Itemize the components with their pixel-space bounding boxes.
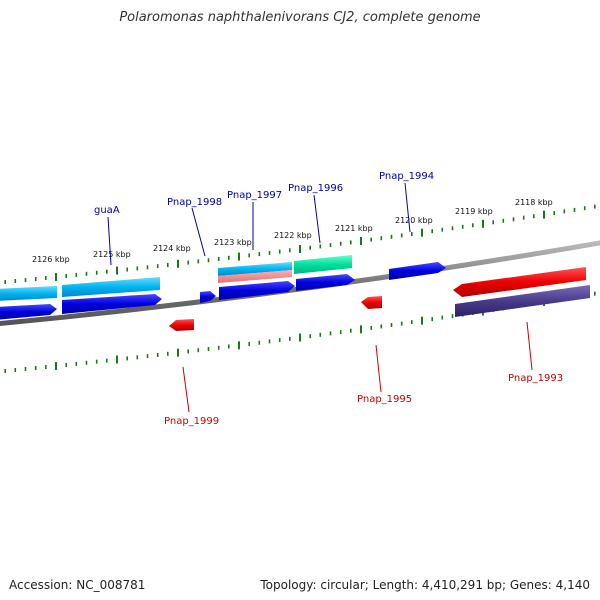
gene-label-pnap-1997[interactable]: Pnap_1997	[227, 190, 282, 201]
gene-feature-cyan-2[interactable]	[62, 277, 160, 297]
gene-feature-pink[interactable]	[218, 270, 292, 283]
feature-track-reverse	[169, 267, 590, 331]
scale-label-2125: 2125 kbp	[93, 250, 131, 259]
gene-label-pnap-1993[interactable]: Pnap_1993	[508, 373, 563, 384]
gene-feature-purple[interactable]	[455, 285, 590, 317]
gene-feature-blue-1998[interactable]	[200, 291, 216, 303]
outer-scale-ticks	[4, 204, 596, 284]
topology-text: Topology: circular; Length: 4,410,291 bp…	[260, 578, 590, 592]
gene-feature-red-1993[interactable]	[453, 267, 586, 297]
gene-label-pnap-1999[interactable]: Pnap_1999	[164, 416, 219, 427]
scale-label-2124: 2124 kbp	[153, 244, 191, 253]
gene-feature-green[interactable]	[294, 255, 352, 274]
map-title: Polaromonas naphthalenivorans CJ2, compl…	[119, 10, 481, 25]
label-leaders	[107, 182, 533, 413]
gene-feature-blue-1[interactable]	[0, 304, 57, 320]
gene-label-pnap-1994[interactable]: Pnap_1994	[379, 171, 434, 182]
gene-feature-blue-1996[interactable]	[296, 274, 355, 291]
feature-track-upper	[0, 255, 352, 301]
gene-label-pnap-1998[interactable]: Pnap_1998	[167, 197, 222, 208]
gene-label-pnap-1996[interactable]: Pnap_1996	[288, 183, 343, 194]
gene-feature-cyan-3[interactable]	[218, 262, 292, 276]
scale-label-2122: 2122 kbp	[274, 231, 312, 240]
gene-feature-red-1999[interactable]	[169, 319, 194, 331]
scale-label-2120: 2120 kbp	[395, 216, 433, 225]
feature-track-forward	[0, 262, 446, 320]
scale-label-2119: 2119 kbp	[455, 207, 493, 216]
gene-feature-blue-1997[interactable]	[219, 281, 295, 300]
accession-text: Accession: NC_008781	[9, 578, 146, 592]
scale-label-2126: 2126 kbp	[32, 255, 70, 264]
gene-label-pnap-1995[interactable]: Pnap_1995	[357, 394, 412, 405]
gene-feature-blue-guaA[interactable]	[62, 294, 162, 314]
scale-label-2123: 2123 kbp	[214, 238, 252, 247]
gene-label-guaA[interactable]: guaA	[94, 205, 120, 216]
scale-label-2121: 2121 kbp	[335, 224, 373, 233]
gene-feature-red-1995[interactable]	[361, 296, 382, 309]
gene-feature-blue-1994[interactable]	[389, 262, 446, 280]
gene-feature-cyan-1[interactable]	[0, 286, 57, 301]
scale-label-2118: 2118 kbp	[515, 198, 553, 207]
